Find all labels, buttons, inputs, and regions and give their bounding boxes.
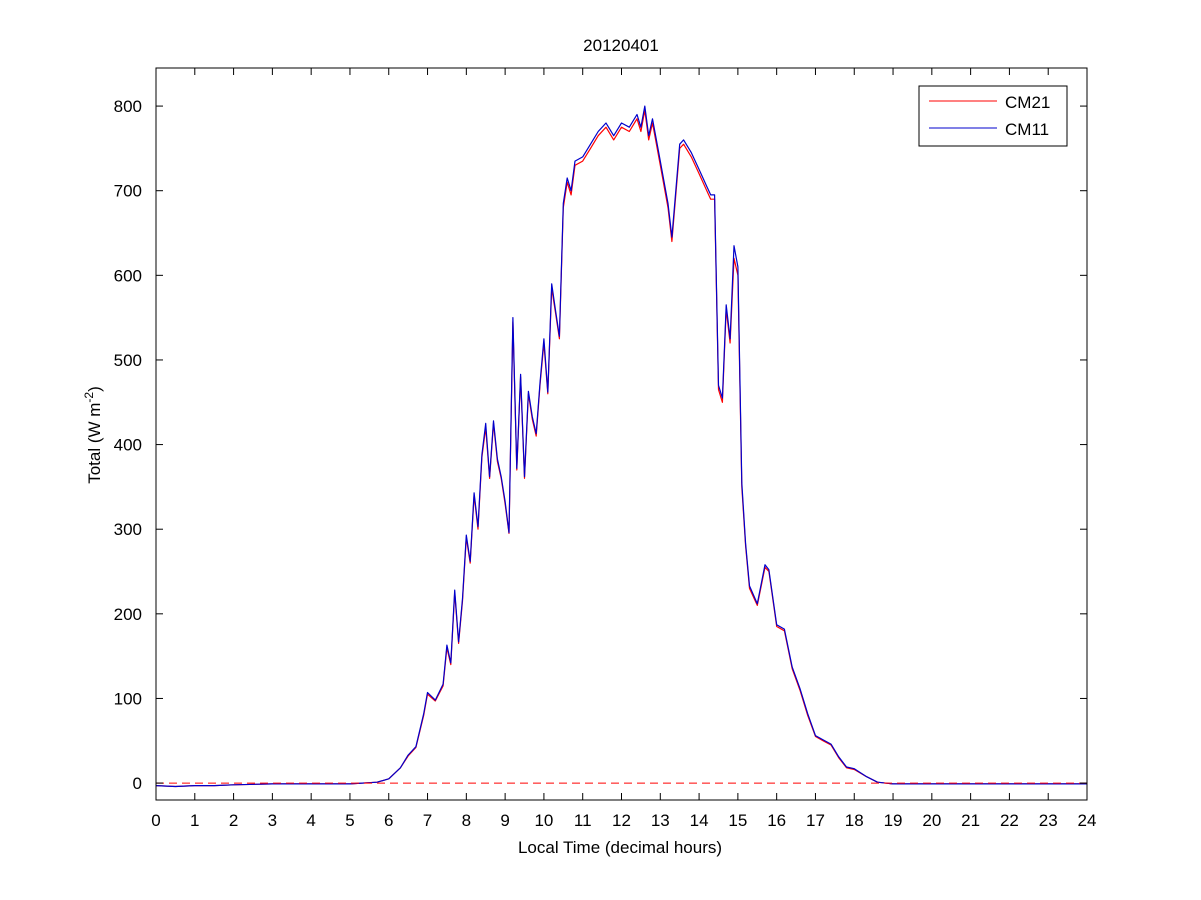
x-tick-label: 23 <box>1039 811 1058 830</box>
series-line-cm11 <box>155 105 1087 788</box>
y-axis-label-end: ) <box>85 386 104 392</box>
x-tick-label: 0 <box>151 811 160 830</box>
x-tick-label: 24 <box>1078 811 1097 830</box>
x-tick-label: 11 <box>574 811 592 830</box>
x-tick-label: 10 <box>534 811 553 830</box>
plot-lines <box>155 105 1087 788</box>
x-tick-label: 8 <box>462 811 471 830</box>
x-tick-label: 5 <box>345 811 354 830</box>
x-tick-label: 19 <box>884 811 903 830</box>
x-tick-label: 6 <box>384 811 393 830</box>
y-tick-label: 600 <box>114 266 142 285</box>
y-axis-label: Total (W m-2) <box>82 386 104 484</box>
x-tick-label: 13 <box>651 811 670 830</box>
y-tick-label: 0 <box>133 774 142 793</box>
chart-title: 20120401 <box>583 36 659 55</box>
x-tick-label: 12 <box>612 811 631 830</box>
y-tick-label: 400 <box>114 436 142 455</box>
y-tick-label: 200 <box>114 605 142 624</box>
x-tick-label: 16 <box>767 811 786 830</box>
x-tick-label: 1 <box>190 811 199 830</box>
x-tick-label: 21 <box>961 811 980 830</box>
x-axis-label: Local Time (decimal hours) <box>518 838 722 857</box>
x-tick-label: 14 <box>690 811 709 830</box>
x-tick-label: 20 <box>922 811 941 830</box>
legend-label-cm21: CM21 <box>1005 93 1050 112</box>
y-tick-label: 800 <box>114 97 142 116</box>
x-tick-label: 3 <box>268 811 277 830</box>
x-tick-label: 2 <box>229 811 238 830</box>
legend-box <box>918 85 1068 147</box>
x-tick-label: 22 <box>1000 811 1019 830</box>
x-tick-label: 4 <box>306 811 315 830</box>
legend: CM21 CM11 <box>918 85 1068 147</box>
y-tick-label: 500 <box>114 351 142 370</box>
y-axis-ticks: 0 100 200 300 400 500 600 700 800 <box>114 97 1087 793</box>
x-tick-label: 9 <box>500 811 509 830</box>
y-axis-label-main: Total (W m <box>85 403 104 484</box>
y-tick-label: 300 <box>114 520 142 539</box>
y-axis-label-superscript: -2 <box>82 392 96 403</box>
x-axis-ticks: 0 1 2 3 4 5 6 7 8 9 10 11 12 13 14 15 16 17 18 19 20 21 22 23 24 <box>151 68 1096 830</box>
y-tick-label: 700 <box>114 182 142 201</box>
legend-label-cm11: CM11 <box>1005 120 1049 139</box>
x-tick-label: 18 <box>845 811 864 830</box>
x-tick-label: 7 <box>423 811 432 830</box>
y-tick-label: 100 <box>114 689 142 708</box>
x-tick-label: 15 <box>728 811 747 830</box>
x-tick-label: 17 <box>806 811 825 830</box>
